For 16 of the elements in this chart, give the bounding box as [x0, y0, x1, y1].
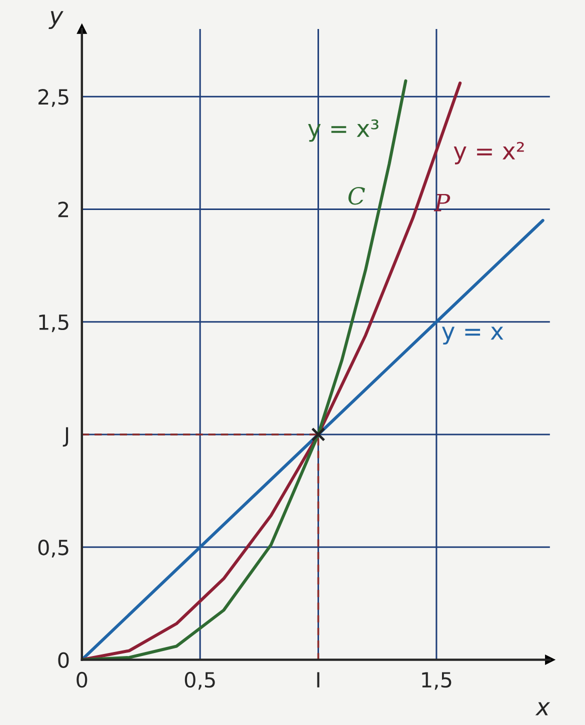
x-tick-label: I	[317, 672, 320, 688]
y-tick-label: 2,5	[38, 89, 68, 107]
y-axis-title: y	[48, 11, 64, 29]
y-tick-label: 1,5	[39, 314, 68, 332]
x-tick-label: 0,5	[184, 672, 215, 690]
line-series	[82, 218, 544, 660]
annotation: y = x	[442, 326, 504, 345]
annotation: C	[348, 186, 365, 205]
annotation: y = x²	[454, 142, 524, 164]
y-tick-label: 0,5	[38, 540, 68, 558]
x-axis-title: x	[535, 702, 550, 716]
x-tick-label: 1,5	[422, 672, 452, 690]
x-tick-label: 0	[76, 672, 88, 688]
y-tick-label: 0	[58, 652, 69, 668]
y-tick-label: J	[62, 427, 68, 447]
y-tick-label: 2	[58, 202, 68, 218]
